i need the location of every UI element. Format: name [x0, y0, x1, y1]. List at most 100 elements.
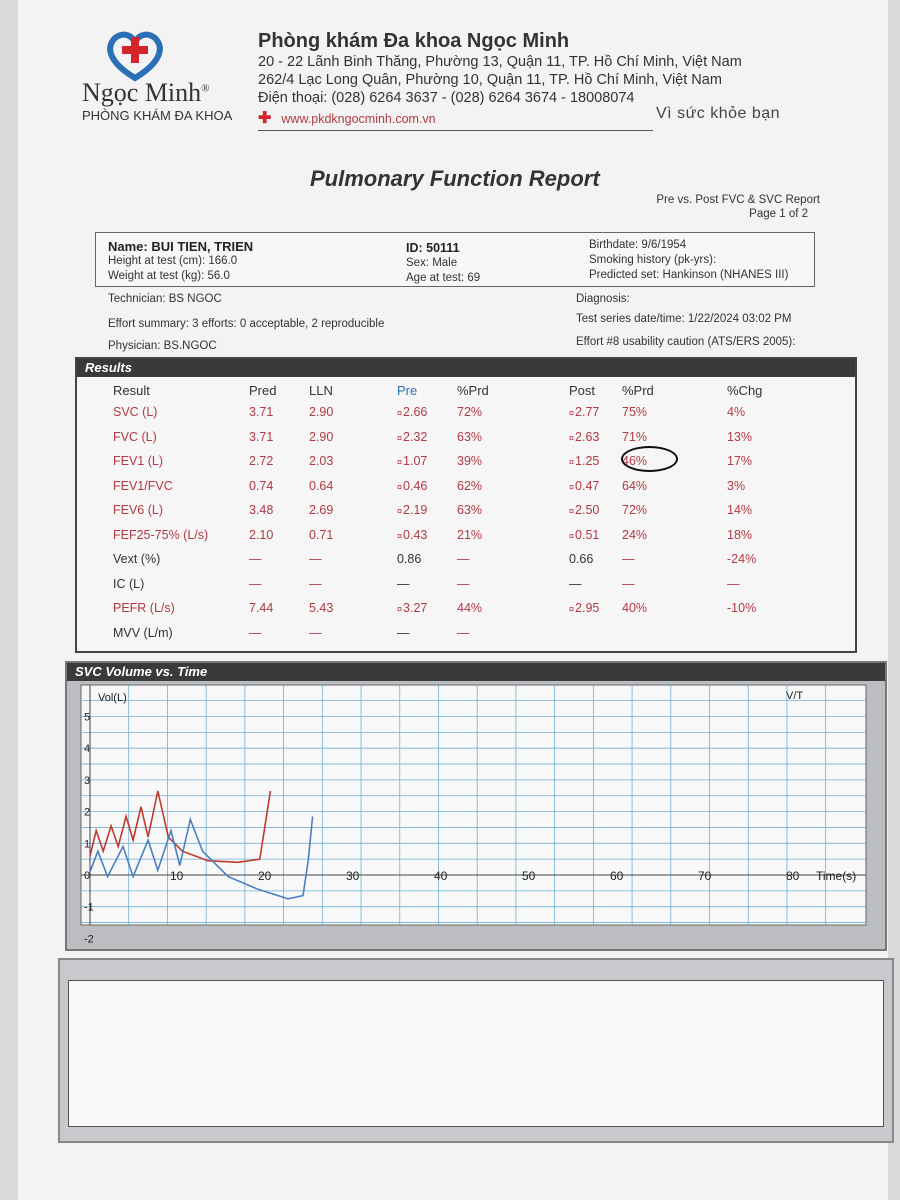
row-value: 2.90: [309, 429, 334, 444]
x-tick-label: 50: [522, 869, 536, 883]
x-tick-label: 20: [258, 869, 272, 883]
row-value: 72%: [457, 405, 483, 419]
row-value: 7.44: [249, 601, 274, 615]
y-axis-label: Vol(L): [98, 692, 127, 704]
svc-volume-time-chart: 10 20 30 40 50 60 70 80543210-1-2Vol(L)Time(s)V…: [80, 684, 867, 943]
row-value: 2.32: [397, 430, 427, 444]
patient-sex: Sex: Male: [406, 257, 458, 269]
row-value: 2.77: [569, 405, 599, 419]
row-value: 0.51: [569, 528, 599, 542]
patient-box: Name: BUI TIEN, TRIEN Height at test (cm…: [95, 232, 815, 287]
x-tick-label: 10: [170, 869, 184, 883]
row-value: 3.71: [249, 429, 274, 444]
row-value: —: [569, 576, 582, 591]
row-value: —: [309, 625, 322, 640]
row-value: 0.47: [569, 479, 599, 493]
row-label: IC (L): [113, 576, 145, 591]
plot-area: [80, 684, 867, 926]
x-tick-label: 60: [610, 869, 624, 883]
row-value: 0.86: [397, 552, 422, 566]
handwritten-circle: [621, 446, 678, 472]
patient-weight: Weight at test (kg): 56.0: [108, 270, 230, 282]
patient-name: Name: BUI TIEN, TRIEN: [108, 239, 254, 254]
x-tick-label: 40: [434, 869, 448, 883]
patient-id: ID: 50111: [406, 241, 460, 255]
row-value: -24%: [727, 552, 757, 566]
patient-height: Height at test (cm): 166.0: [108, 255, 238, 267]
empty-section: [58, 958, 894, 1143]
clinic-name: Phòng khám Đa khoa Ngọc Minh: [258, 30, 570, 52]
brand-name: Ngọc Minh®: [82, 78, 210, 107]
row-value: 3.71: [249, 405, 274, 419]
x-axis-label: Time(s): [816, 869, 856, 883]
row-value: 1.07: [397, 454, 427, 468]
row-label: PEFR (L/s): [113, 601, 175, 615]
empty-panel: [68, 980, 884, 1127]
svc-chart-section: SVC Volume vs. Time 10 20 30 40 50 60 70 80 5 4 3 2…: [65, 661, 887, 951]
header-6: %Prd: [622, 383, 654, 398]
row-value: —: [249, 552, 262, 566]
row-value: —: [457, 625, 470, 640]
row-value: 64%: [622, 478, 648, 493]
row-value: 2.66: [397, 405, 427, 419]
row-value: 13%: [727, 429, 753, 444]
row-value: —: [457, 576, 470, 591]
row-value: —: [397, 625, 410, 640]
row-value: 1.25: [569, 454, 599, 468]
row-value: 17%: [727, 454, 753, 468]
x-tick-label: 70: [698, 869, 712, 883]
red-cross-icon: ✚: [258, 110, 272, 127]
page-number: Page 1 of 2: [749, 208, 808, 220]
row-value: 18%: [727, 527, 753, 542]
row-value: —: [397, 576, 410, 591]
results-section: Results Result Pred LLN Pre %Prd Post %Prd %Chg…: [75, 357, 857, 653]
y-tick-label: 2: [84, 807, 90, 819]
test-datetime: Test series date/time: 1/22/2024 03:02 P…: [576, 313, 792, 325]
row-value: 44%: [457, 601, 483, 615]
row-value: 40%: [622, 601, 648, 615]
row-value: —: [249, 576, 262, 591]
row-value: 5.43: [309, 601, 334, 615]
row-value: 63%: [457, 429, 483, 444]
row-value: 2.95: [569, 601, 599, 615]
row-value: 2.63: [569, 430, 599, 444]
y-tick-label: -2: [84, 933, 94, 943]
row-value: 39%: [457, 454, 483, 468]
corner-label: V/T: [786, 690, 803, 702]
smoking-history: Smoking history (pk-yrs):: [589, 254, 717, 266]
predicted-set: Predicted set: Hankinson (NHANES III): [589, 269, 789, 281]
results-title: Results: [77, 359, 855, 377]
x-tick-label: 80: [786, 869, 800, 883]
row-label: FEV1 (L): [113, 454, 164, 468]
row-value: —: [457, 552, 470, 566]
header-2: LLN: [309, 383, 333, 398]
row-value: 24%: [622, 527, 648, 542]
header-5: Post: [569, 383, 596, 398]
website[interactable]: ✚ www.pkdkngocminh.com.vn: [258, 108, 653, 131]
row-value: —: [622, 576, 635, 591]
usability-caution: Effort #8 usability caution (ATS/ERS 200…: [576, 336, 796, 348]
header-1: Pred: [249, 383, 277, 398]
y-tick-label: 0: [84, 870, 90, 882]
report-title: Pulmonary Function Report: [310, 166, 600, 191]
y-tick-label: 3: [84, 775, 90, 787]
header-0: Result: [113, 383, 150, 398]
row-label: SVC (L): [113, 405, 158, 419]
row-value: 62%: [457, 478, 483, 493]
y-tick-label: 1: [84, 838, 90, 850]
row-value: 3%: [727, 478, 746, 493]
header-7: %Chg: [727, 383, 763, 398]
row-value: 2.72: [249, 454, 274, 468]
row-value: 2.10: [249, 527, 274, 542]
row-label: FVC (L): [113, 429, 157, 444]
row-value: 0.74: [249, 478, 274, 493]
row-value: 0.46: [397, 479, 427, 493]
row-value: 75%: [622, 405, 648, 419]
row-value: 2.90: [309, 405, 334, 419]
row-value: 2.50: [569, 503, 599, 517]
row-value: 0.71: [309, 527, 334, 542]
report-subtitle: Pre vs. Post FVC & SVC Report: [656, 194, 820, 206]
physician: Physician: BS.NGOC: [108, 340, 217, 352]
row-value: 0.66: [569, 552, 594, 566]
brand-subtitle: PHÒNG KHÁM ĐA KHOA: [82, 108, 233, 123]
